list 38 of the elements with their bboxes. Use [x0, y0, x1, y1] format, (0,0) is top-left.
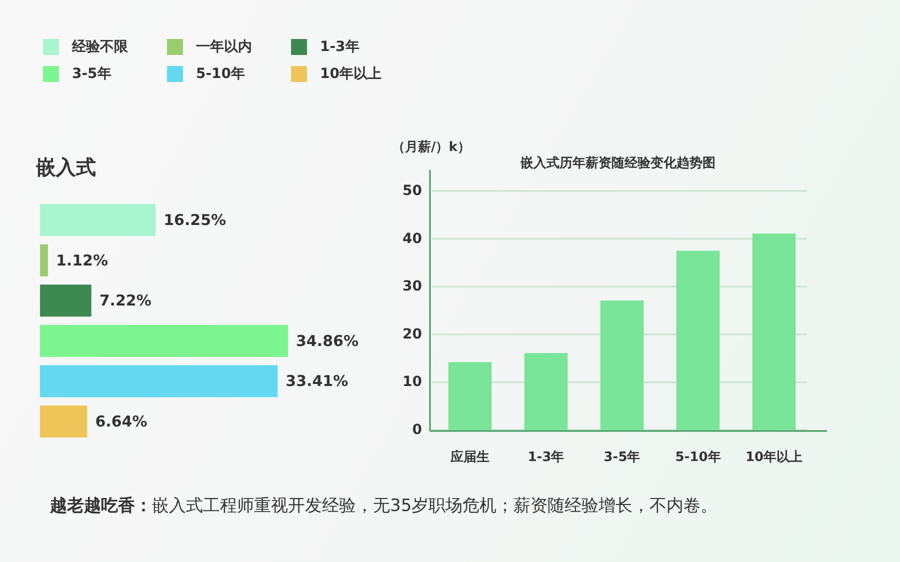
- text: 越老越吃香：嵌入式工程师重视开发经验，无35岁职场危机；薪资随经验增长，不内卷。: [49, 496, 718, 516]
- chart-title: 嵌入式历年薪资随经验变化趋势图: [520, 154, 716, 170]
- chart-title: 嵌入式: [35, 155, 96, 179]
- x-tick-label: 5-10年: [675, 450, 721, 464]
- data-label: 33.41%: [286, 372, 348, 390]
- legend-label: 5-10年: [196, 66, 246, 82]
- bar: [600, 300, 644, 430]
- bar: [40, 324, 288, 357]
- legend-label: 经验不限: [71, 39, 129, 55]
- data-label: 1.12%: [56, 251, 108, 270]
- y-tick-label: 40: [402, 230, 422, 247]
- bar: [40, 204, 156, 236]
- legend-label: 10年以上: [320, 66, 382, 82]
- y-tick-label: 50: [402, 183, 422, 199]
- bar: [40, 365, 278, 398]
- bar: [752, 234, 796, 430]
- y-axis-title: （月薪/）k）: [392, 138, 470, 154]
- data-label: 7.22%: [99, 292, 152, 310]
- y-tick-label: 20: [402, 326, 422, 342]
- data-label: 6.64%: [95, 412, 148, 430]
- bar: [40, 284, 92, 317]
- bar: [448, 362, 492, 430]
- bar: [40, 406, 88, 438]
- legend-label: 1-3年: [320, 39, 360, 55]
- legend-label: 一年以内: [196, 39, 252, 55]
- x-tick-label: 应届生: [450, 448, 490, 464]
- x-tick-label: 1-3年: [528, 450, 564, 464]
- y-tick-label: 0: [412, 422, 422, 438]
- x-tick-label: 10年以上: [745, 450, 803, 464]
- y-tick-label: 10: [402, 374, 422, 390]
- y-tick-label: 30: [402, 278, 422, 295]
- x-tick-label: 3-5年: [604, 450, 640, 464]
- bar: [676, 250, 720, 430]
- data-label: 34.86%: [296, 332, 358, 350]
- bar: [40, 244, 48, 276]
- data-label: 16.25%: [164, 211, 226, 229]
- bar: [524, 353, 568, 430]
- legend-label: 3-5年: [72, 66, 112, 82]
